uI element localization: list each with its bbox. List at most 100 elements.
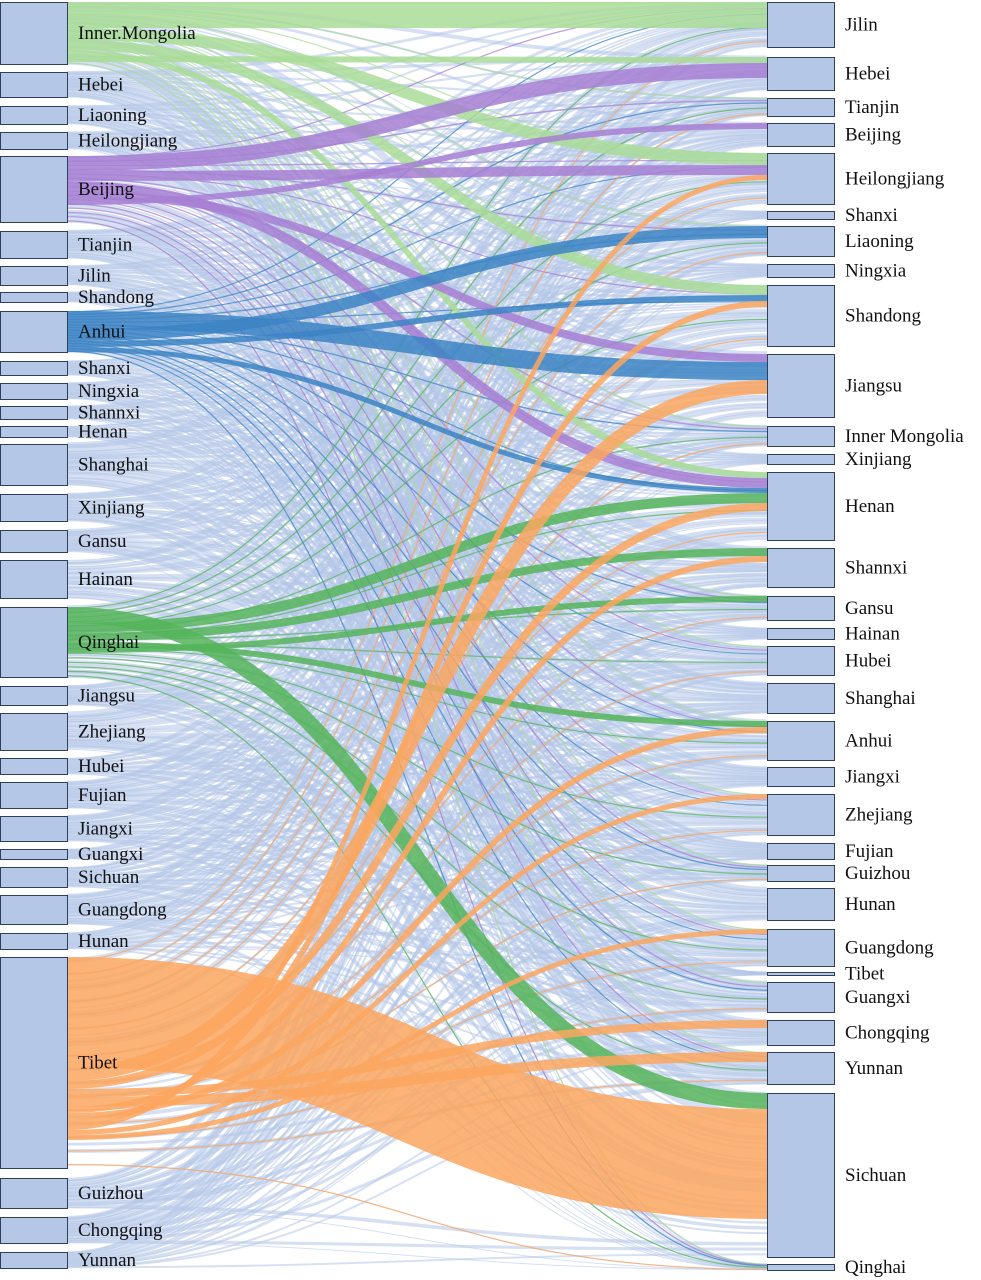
target-node <box>767 98 835 117</box>
flow-link-highlight <box>66 318 768 627</box>
flow-link-major <box>66 347 768 493</box>
flow-link <box>66 127 768 294</box>
source-node-label: Hunan <box>78 931 129 952</box>
flow-link-highlight <box>66 211 768 987</box>
target-node-label: Guangxi <box>845 987 910 1008</box>
flow-link-major <box>66 311 768 380</box>
source-node-label: Hubei <box>78 756 124 777</box>
source-node-label: Guangxi <box>78 844 143 865</box>
target-node <box>767 767 835 787</box>
source-node-label: Fujian <box>78 785 127 806</box>
source-node-label: Tianjin <box>78 235 133 256</box>
flow-link-major <box>66 56 768 63</box>
flow-link <box>66 1204 768 1246</box>
flow-link-major <box>66 123 768 205</box>
flow-link-highlight <box>66 181 768 618</box>
flow-link <box>66 66 768 363</box>
source-node <box>0 895 68 925</box>
target-node-label: Sichuan <box>845 1165 907 1186</box>
target-node-label: Gansu <box>845 598 894 619</box>
flow-link <box>66 1082 768 1268</box>
node-layer: Inner.Mongolia Hebei Liaoning Heilongjiang B… <box>0 2 964 1278</box>
source-node-label: Qinghai <box>78 632 139 653</box>
flow-link-highlight <box>66 203 768 868</box>
target-node-label: Shannxi <box>845 558 907 579</box>
flow-link-highlight <box>66 26 768 474</box>
source-node-label: Shannxi <box>78 403 140 424</box>
source-node <box>0 782 68 809</box>
flow-link-highlight <box>66 332 768 655</box>
target-node-label: Guangdong <box>845 938 934 959</box>
flow-link-major <box>66 50 768 478</box>
target-node <box>767 1052 835 1085</box>
flow-link-highlight <box>66 166 768 318</box>
source-node-label: Hainan <box>78 569 133 590</box>
source-node-label: Jiangxi <box>78 819 133 840</box>
target-node <box>767 982 835 1013</box>
flow-link <box>66 88 768 1254</box>
flow-link-major <box>66 929 768 1140</box>
source-node <box>0 758 68 775</box>
flow-link <box>66 537 768 1260</box>
flow-link-highlight <box>66 58 768 1054</box>
target-node <box>767 628 835 640</box>
target-node <box>767 211 835 220</box>
target-node-label: Hubei <box>845 651 891 672</box>
flow-link-highlight <box>66 186 768 601</box>
target-node <box>767 472 835 541</box>
flow-link-major <box>66 226 768 341</box>
target-node <box>767 865 835 882</box>
flow-link-highlight <box>66 329 768 604</box>
flow-link-highlight <box>66 50 768 931</box>
flow-link <box>66 583 768 1230</box>
source-node <box>0 383 68 400</box>
flow-link <box>66 84 768 935</box>
flow-link <box>66 43 768 1219</box>
flow-link <box>66 79 768 819</box>
source-node-label: Shanghai <box>78 455 149 476</box>
flow-link-highlight <box>66 661 768 951</box>
flow-link-highlight <box>66 242 768 623</box>
flow-link <box>66 144 768 1255</box>
target-node-label: Anhui <box>845 731 893 752</box>
target-node <box>767 57 835 91</box>
target-node <box>767 929 835 967</box>
flow-link-highlight <box>66 107 768 614</box>
source-node <box>0 1178 68 1209</box>
source-node-label: Guangdong <box>78 900 167 921</box>
source-node-label: Guizhou <box>78 1183 144 1204</box>
target-node <box>767 1264 835 1271</box>
flow-link-highlight <box>66 345 768 991</box>
flow-link-major <box>66 503 768 1089</box>
source-node-label: Inner.Mongolia <box>78 23 196 44</box>
source-node <box>0 266 68 286</box>
flow-link <box>66 1253 768 1269</box>
flow-link <box>66 914 768 1119</box>
source-node-label: Heilongjiang <box>78 131 178 152</box>
source-node <box>0 494 68 522</box>
flow-link-highlight <box>66 18 768 287</box>
target-node-label: Jiangsu <box>845 376 903 397</box>
target-node-label: Ningxia <box>845 261 907 282</box>
target-node-label: Chongqing <box>845 1023 930 1044</box>
target-node-label: Yunnan <box>845 1058 904 1079</box>
target-node-label: Zhejiang <box>845 805 913 826</box>
source-node-label: Anhui <box>78 322 126 343</box>
flow-link-highlight <box>66 648 768 744</box>
target-node-label: Shanghai <box>845 688 916 709</box>
target-node <box>767 454 835 465</box>
target-node-label: Fujian <box>845 841 894 862</box>
source-node-label: Beijing <box>78 179 134 200</box>
target-node-label: Liaoning <box>845 231 914 252</box>
target-node-label: Shanxi <box>845 205 898 226</box>
flow-link <box>66 141 768 936</box>
target-node-label: Heilongjiang <box>845 169 945 190</box>
target-node <box>767 354 835 418</box>
target-node <box>767 2 835 48</box>
source-node-label: Jilin <box>78 266 111 287</box>
source-node <box>0 607 68 678</box>
source-node-label: Liaoning <box>78 105 147 126</box>
source-node <box>0 686 68 706</box>
target-node <box>767 794 835 836</box>
